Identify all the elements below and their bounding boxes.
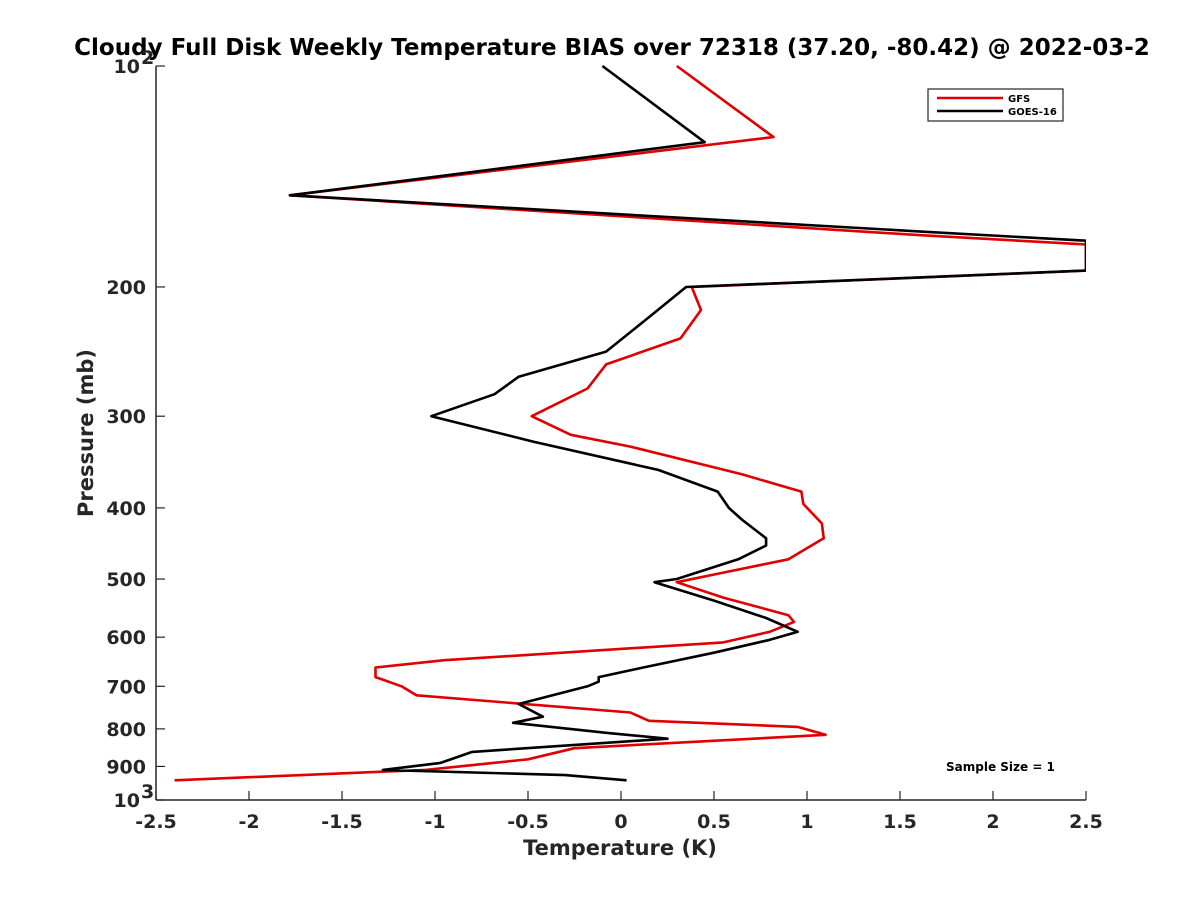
y-tick-label: 700 — [106, 676, 146, 698]
legend: GFS GOES-16 — [927, 88, 1064, 122]
y-tick-label: 900 — [106, 756, 146, 778]
chart-title: Cloudy Full Disk Weekly Temperature BIAS… — [74, 35, 1150, 61]
x-axis-label: Temperature (K) — [523, 836, 717, 860]
x-tick-label: 1 — [800, 811, 813, 833]
y-tick-label: 300 — [106, 406, 146, 428]
y-tick-label: 500 — [106, 569, 146, 591]
x-tick-label: 0.5 — [697, 811, 731, 833]
legend-label: GFS — [1008, 94, 1030, 105]
y-tick-label-exponent: 2 — [141, 47, 154, 69]
y-tick-label: 400 — [106, 498, 146, 520]
x-tick-label: -2.5 — [135, 811, 177, 833]
x-tick-label: 1.5 — [883, 811, 917, 833]
y-tick-label: 10 — [114, 56, 140, 78]
series-line-gfs — [174, 64, 1086, 782]
plot-area: -2.5 -2 -1.5 -1 -0.5 0 0.5 1 1.5 2 2.510 2200300400… — [106, 47, 1103, 833]
x-tick-label: 0 — [614, 811, 627, 833]
legend-box — [927, 88, 1064, 122]
x-tick-label: -1 — [424, 811, 445, 833]
x-tick-label: 2 — [986, 811, 999, 833]
sample-size-annotation: Sample Size = 1 — [946, 760, 1055, 774]
x-tick-label: -0.5 — [507, 811, 549, 833]
y-axis-label: Pressure (mb) — [74, 349, 98, 517]
y-tick-label: 200 — [106, 277, 146, 299]
series-line-goes-16 — [288, 64, 1086, 782]
x-tick-label: 2.5 — [1069, 811, 1103, 833]
y-tick-label: 10 — [114, 790, 140, 812]
legend-label: GOES-16 — [1008, 107, 1057, 118]
y-tick-label: 600 — [106, 627, 146, 649]
y-tick-label-exponent: 3 — [141, 781, 154, 803]
x-tick-label: -2 — [238, 811, 259, 833]
x-tick-label: -1.5 — [321, 811, 363, 833]
y-tick-label: 800 — [106, 719, 146, 741]
